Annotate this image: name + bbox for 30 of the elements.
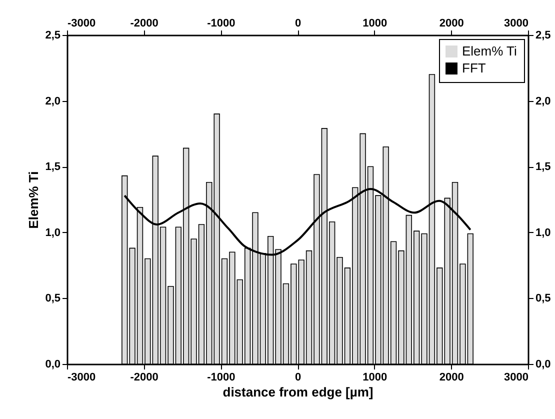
x-tick-label: -1000 bbox=[207, 18, 236, 30]
x2-tick-label: -3000 bbox=[68, 372, 96, 384]
legend-label: FFT bbox=[462, 60, 486, 76]
x-axis-title: distance from edge [µm] bbox=[222, 384, 374, 400]
x2-tick-label: 3000 bbox=[504, 372, 528, 384]
x-tick-label: 3000 bbox=[504, 18, 528, 30]
y2-tick-label: 0,0 bbox=[536, 358, 551, 370]
y2-tick-label: 0,5 bbox=[536, 292, 551, 305]
y-axis-title: Elem% Ti bbox=[26, 171, 42, 229]
x2-tick-label: -2000 bbox=[130, 372, 158, 384]
x-tick-label: 0 bbox=[294, 18, 302, 30]
y2-tick-label: 1,5 bbox=[536, 161, 551, 174]
x-tick-label: 2000 bbox=[439, 18, 464, 30]
y-tick-label: 2,0 bbox=[45, 95, 60, 108]
y-tick-label: 0,5 bbox=[45, 292, 60, 305]
x2-tick-label: 2000 bbox=[439, 372, 464, 384]
y2-tick-label: 2,0 bbox=[536, 95, 551, 108]
y-tick-label: 1,5 bbox=[45, 161, 60, 174]
y-tick-label: 2,5 bbox=[45, 30, 60, 42]
x2-tick-label: -1000 bbox=[207, 372, 236, 384]
y2-tick-label: 2,5 bbox=[536, 30, 551, 42]
x-tick-label: -2000 bbox=[130, 18, 158, 30]
y-tick-label: 0,0 bbox=[45, 358, 60, 370]
x2-tick-label: 1000 bbox=[362, 372, 388, 384]
x-tick-label: 1000 bbox=[362, 18, 388, 30]
x-tick-label: -3000 bbox=[68, 18, 96, 30]
y-tick-label: 1,0 bbox=[45, 226, 60, 239]
y2-tick-label: 1,0 bbox=[536, 226, 551, 239]
x2-tick-label: 0 bbox=[294, 372, 302, 384]
legend-label: Elem% Ti bbox=[462, 44, 518, 58]
